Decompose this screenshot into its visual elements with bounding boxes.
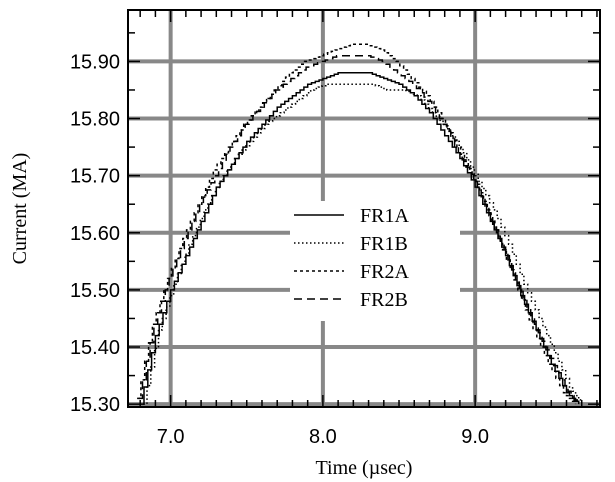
x-axis-title: Time (µsec) <box>316 457 413 479</box>
legend-label-fr1a: FR1A <box>360 205 409 227</box>
y-tick-label: 15.80 <box>70 109 120 131</box>
y-tick-label: 15.60 <box>70 223 120 245</box>
x-tick-label: 9.0 <box>461 426 489 448</box>
x-tick-label: 8.0 <box>309 426 337 448</box>
x-tick-label: 7.0 <box>157 426 185 448</box>
y-tick-label: 15.40 <box>70 337 120 359</box>
series-line-fr1b <box>143 83 583 405</box>
legend-label-fr1b: FR1B <box>360 233 408 255</box>
y-tick-label: 15.70 <box>70 166 120 188</box>
y-axis-title: Current (MA) <box>9 153 31 265</box>
plot-frame <box>127 9 601 408</box>
legend-label-fr2b: FR2B <box>360 289 408 311</box>
legend-background <box>290 201 460 321</box>
legend-label-fr2a: FR2A <box>360 261 409 283</box>
series-layer <box>137 43 583 405</box>
tick-marks <box>128 10 600 407</box>
y-tick-label: 15.90 <box>70 51 120 73</box>
y-tick-label: 15.30 <box>70 394 120 416</box>
legend: FR1A FR1B FR2A FR2B <box>290 201 460 321</box>
y-tick-label: 15.50 <box>70 280 120 302</box>
tick-labels: 7.0 8.0 9.0 15.30 15.40 15.50 15.60 15.70 15.80 1… <box>70 51 489 448</box>
